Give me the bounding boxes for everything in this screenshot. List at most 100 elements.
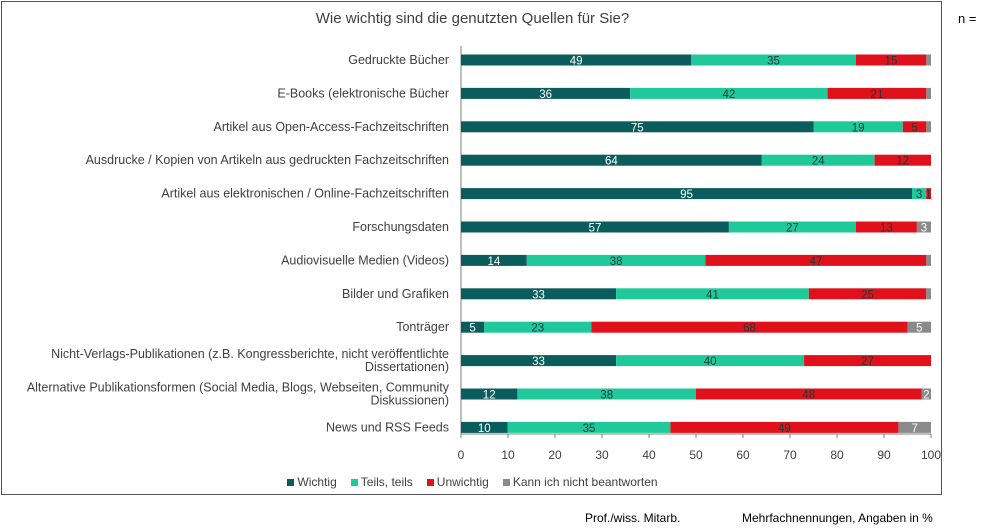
bar-segment-wichtig [461,388,518,400]
bar-segment-unwichtig [827,87,927,99]
data-label: 1 [925,189,931,201]
bar-segment-teils-teils [616,288,809,300]
bar-segment-unwichtig [855,54,927,66]
bar-segment-kann-ich-nicht-beantworten [916,221,931,233]
x-tick-label: 50 [689,448,703,462]
data-label: 41 [706,289,719,301]
data-label: 21 [871,89,884,101]
bar-segment-teils-teils [630,87,828,99]
bar-segment-unwichtig [591,321,908,333]
data-label: 64 [605,156,618,168]
bar-segment-unwichtig [855,221,917,233]
data-label: 57 [589,223,602,235]
bar-segment-unwichtig [808,288,927,300]
bar-segment-kann-ich-nicht-beantworten [926,121,931,133]
data-label: 40 [704,356,717,368]
bar-segment-kann-ich-nicht-beantworten [898,421,931,433]
data-label: 48 [802,390,815,402]
data-label: 27 [786,223,799,235]
x-tick-label: 60 [736,448,750,462]
legend-swatch [426,478,434,486]
bar-segment-unwichtig [902,121,927,133]
bar-segment-wichtig [461,421,508,433]
x-tick-label: 70 [783,448,797,462]
x-tick-label: 20 [548,448,562,462]
data-label: 10 [478,423,491,435]
data-label: 75 [631,122,644,134]
data-label: 35 [767,56,780,68]
bar-segment-unwichtig [705,254,927,266]
bar-segment-teils-teils [517,388,696,400]
legend-swatch [350,478,358,486]
n-header: n = [958,11,977,26]
data-label: 13 [880,223,893,235]
bar-segment-unwichtig [696,388,922,400]
legend-swatch [287,478,295,486]
x-tick-label: 30 [595,448,609,462]
category-label: Bilder und Grafiken [342,287,449,301]
category-label: Audiovisuelle Medien (Videos) [281,253,449,267]
bar-segment-wichtig [461,154,762,166]
bar-segment-wichtig [461,254,527,266]
bar-segment-wichtig [461,121,814,133]
bar-segment-teils-teils [616,355,805,367]
chart-legend: Wichtig Teils, teils Unwichtig Kann ich nic… [2,475,943,489]
data-label: 95 [680,189,693,201]
data-label: 47 [809,256,822,268]
data-label: 33 [532,289,545,301]
data-label: 49 [570,56,583,68]
category-label: Gedruckte Bücher [348,53,449,67]
bar-segment-teils-teils [484,321,592,333]
data-label: 25 [861,289,874,301]
data-label: 38 [610,256,623,268]
bar-segment-unwichtig [926,188,931,200]
bar-segment-wichtig [461,54,692,66]
category-label: Tonträger [396,320,449,334]
x-tick-label: 10 [501,448,515,462]
category-label: Ausdrucke / Kopien von Artikeln aus gedr… [86,153,449,167]
bar-segment-wichtig [461,188,913,200]
x-tick-label: 0 [458,448,465,462]
data-label: 33 [532,356,545,368]
bar-segment-teils-teils [912,188,927,200]
bar-segment-unwichtig [670,421,899,433]
category-label: E-Books (elektronische Bücher [277,86,449,100]
data-label: 5 [469,323,475,335]
chart-title: Wie wichtig sind die genutzten Quellen f… [315,10,630,27]
category-label: Dissertationen) [365,360,449,374]
category-label: Diskussionen) [370,394,449,408]
data-label: 5 [911,122,917,134]
data-label: 24 [812,156,825,168]
x-tick-label: 40 [642,448,656,462]
data-label: 7 [912,423,918,435]
bar-segment-unwichtig [874,154,931,166]
bar-segment-teils-teils [507,421,671,433]
bar-segment-unwichtig [804,355,931,367]
legend-swatch [502,478,510,486]
data-label: 15 [885,56,898,68]
bar-segment-kann-ich-nicht-beantworten [926,87,931,99]
x-tick-label: 90 [877,448,891,462]
data-label: 14 [488,256,501,268]
bar-segment-teils-teils [691,54,856,66]
bar-segment-teils-teils [813,121,903,133]
data-label: 19 [852,122,865,134]
legend-label: Unwichtig [436,475,489,489]
footer-group-label: Prof./wiss. Mitarb. [585,511,681,525]
bar-segment-wichtig [461,321,485,333]
legend-label: Kann ich nicht beantworten [512,475,658,489]
bar-segment-wichtig [461,355,617,367]
bar-segment-kann-ich-nicht-beantworten [926,54,931,66]
data-label: 5 [916,323,922,335]
data-label: 35 [583,423,596,435]
legend-label: Teils, teils [360,475,413,489]
legend-item: Teils, teils [350,475,413,489]
category-label: Nicht-Verlags-Publikationen (z.B. Kongre… [51,347,449,361]
data-label: 49 [778,423,791,435]
category-label: News und RSS Feeds [326,420,449,434]
data-label: 2 [923,390,929,402]
data-label: 36 [539,89,552,101]
legend-label: Wichtig [297,475,337,489]
category-label: Artikel aus elektronischen / Online-Fach… [161,187,449,201]
bar-segment-teils-teils [761,154,875,166]
